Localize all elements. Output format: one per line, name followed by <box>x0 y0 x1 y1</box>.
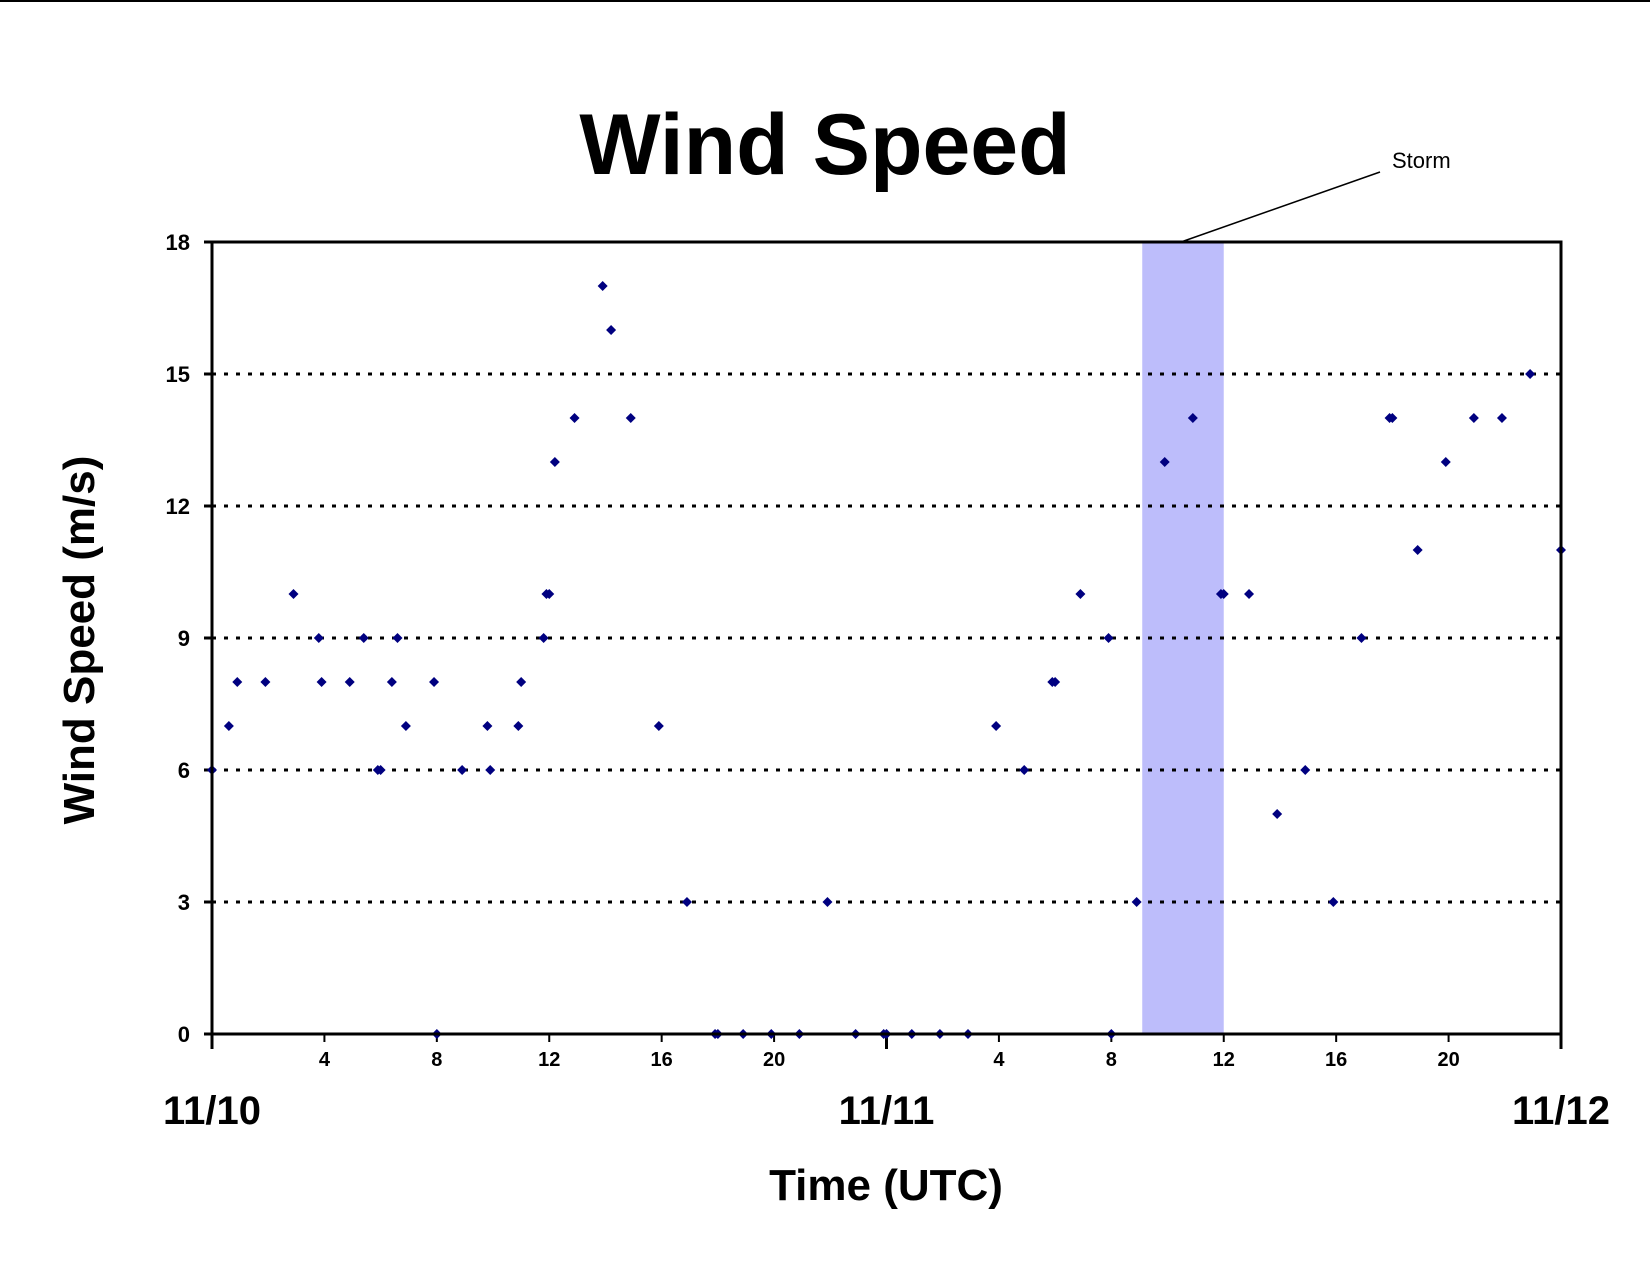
data-point-64 <box>1468 413 1479 423</box>
data-point-56 <box>1272 809 1283 819</box>
x-tick-label-40: 16 <box>1325 1049 1347 1071</box>
data-point-54 <box>1218 589 1229 599</box>
data-point-62 <box>1412 545 1423 555</box>
y-axis-ticks: 0 3 6 9 12 15 18 <box>166 230 212 1047</box>
y-tick-label-3: 3 <box>178 890 190 915</box>
data-point-29 <box>653 721 664 731</box>
data-point-50 <box>1131 897 1142 907</box>
data-point-28 <box>625 413 636 423</box>
data-point-16 <box>457 765 468 775</box>
data-point-8 <box>358 633 369 643</box>
data-point-63 <box>1440 457 1451 467</box>
data-point-27 <box>606 325 617 335</box>
data-point-66 <box>1525 369 1536 379</box>
y-tick-label-18: 18 <box>166 230 190 255</box>
data-point-47 <box>1075 589 1086 599</box>
x-tick-label-28: 4 <box>993 1049 1005 1071</box>
data-point-19 <box>513 721 524 731</box>
data-point-14 <box>429 677 440 687</box>
y-tick-label-0: 0 <box>178 1022 190 1047</box>
data-point-26 <box>597 281 608 291</box>
data-point-4 <box>288 589 299 599</box>
data-point-11 <box>386 677 397 687</box>
gridlines <box>212 372 1561 904</box>
data-point-46 <box>1050 677 1061 687</box>
day-labels: 11/10 11/11 11/12 <box>163 1034 1610 1133</box>
data-point-61 <box>1387 413 1398 423</box>
data-point-48 <box>1103 633 1114 643</box>
data-point-36 <box>822 897 833 907</box>
storm-annotation-leader <box>1180 171 1381 243</box>
data-point-10 <box>375 765 386 775</box>
x-axis-ticks: 4 8 12 16 20 4 8 12 16 20 <box>319 1034 1460 1071</box>
data-point-7 <box>344 677 355 687</box>
data-point-21 <box>538 633 549 643</box>
data-point-25 <box>569 413 580 423</box>
data-point-30 <box>681 897 692 907</box>
day-label-2: 11/12 <box>1512 1089 1610 1133</box>
y-tick-label-15: 15 <box>166 362 190 387</box>
x-tick-label-32: 8 <box>1106 1049 1117 1071</box>
y-tick-label-6: 6 <box>178 758 190 783</box>
x-tick-label-16: 16 <box>651 1049 673 1071</box>
data-point-51 <box>1159 457 1170 467</box>
storm-annotation-label: Storm <box>1392 148 1451 173</box>
plot-frame <box>210 240 1563 1036</box>
chart-title: Wind Speed <box>579 97 1070 193</box>
data-point-57 <box>1300 765 1311 775</box>
y-tick-label-9: 9 <box>178 626 190 651</box>
data-point-58 <box>1328 897 1339 907</box>
data-point-12 <box>392 633 403 643</box>
data-point-6 <box>316 677 327 687</box>
y-axis-label: Wind Speed (m/s) <box>55 456 104 825</box>
data-point-1 <box>223 721 234 731</box>
day-label-0: 11/10 <box>163 1089 261 1133</box>
data-point-65 <box>1496 413 1507 423</box>
top-rule <box>0 0 1650 2</box>
x-tick-label-36: 12 <box>1213 1049 1235 1071</box>
data-point-5 <box>313 633 324 643</box>
data-points <box>207 281 1566 1039</box>
data-point-13 <box>400 721 411 731</box>
data-point-2 <box>232 677 243 687</box>
data-point-44 <box>1019 765 1030 775</box>
x-tick-label-4: 4 <box>319 1049 331 1071</box>
y-tick-label-12: 12 <box>166 494 190 519</box>
x-axis-label: Time (UTC) <box>769 1161 1003 1210</box>
data-point-3 <box>260 677 271 687</box>
x-tick-label-44: 20 <box>1437 1049 1459 1071</box>
data-point-23 <box>544 589 555 599</box>
data-point-18 <box>485 765 496 775</box>
x-tick-label-8: 8 <box>431 1049 442 1071</box>
data-point-43 <box>991 721 1002 731</box>
data-point-52 <box>1187 413 1198 423</box>
day-label-1: 11/11 <box>839 1089 935 1133</box>
data-point-55 <box>1244 589 1255 599</box>
data-point-24 <box>549 457 560 467</box>
data-point-17 <box>482 721 493 731</box>
x-tick-label-20: 20 <box>763 1049 785 1071</box>
x-tick-label-12: 12 <box>538 1049 560 1071</box>
data-point-59 <box>1356 633 1367 643</box>
data-point-20 <box>516 677 527 687</box>
